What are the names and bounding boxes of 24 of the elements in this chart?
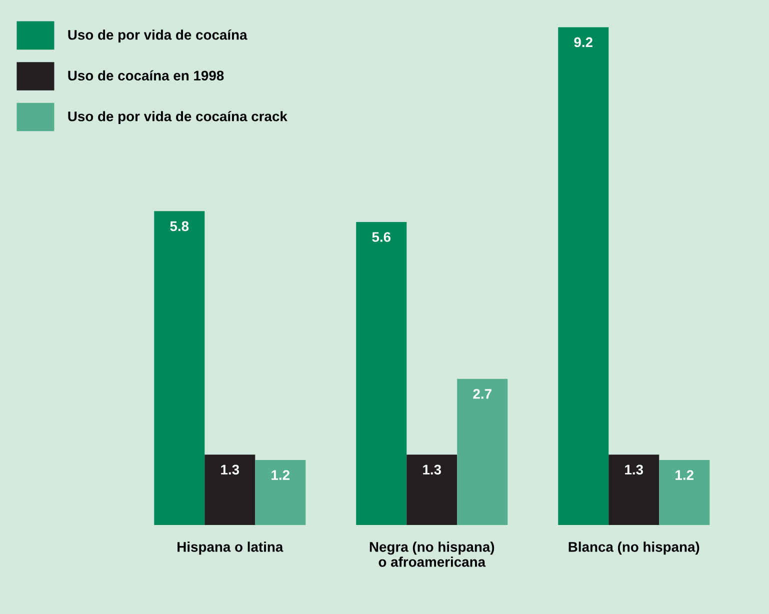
bar	[356, 222, 407, 525]
data-label: 9.2	[574, 37, 592, 48]
legend-label: Uso de por vida de cocaína	[68, 29, 248, 43]
bar	[659, 460, 710, 525]
legend-label: Uso de cocaína en 1998	[68, 70, 224, 81]
data-label: 1.2	[272, 470, 290, 480]
data-label: 5.8	[170, 221, 189, 232]
x-tick-label: Negra (no hispana) o afroamericana	[370, 542, 494, 567]
data-label: 5.6	[372, 232, 391, 242]
x-tick-label: Blanca (no hispana)	[568, 542, 700, 555]
x-tick-label: Hispana o latina	[178, 542, 284, 555]
data-label: 1.3	[221, 464, 240, 475]
bar	[154, 211, 205, 525]
bar	[457, 378, 508, 525]
bar	[204, 454, 256, 525]
data-label: 1.2	[676, 470, 694, 480]
bar	[406, 454, 458, 525]
data-label: 1.3	[423, 464, 442, 475]
data-label: 1.3	[625, 464, 644, 475]
data-label: 2.7	[473, 388, 492, 399]
legend-label: Uso de por vida de cocaína crack	[68, 110, 288, 124]
bar	[255, 460, 306, 525]
bar	[608, 454, 660, 525]
bar	[558, 27, 609, 525]
